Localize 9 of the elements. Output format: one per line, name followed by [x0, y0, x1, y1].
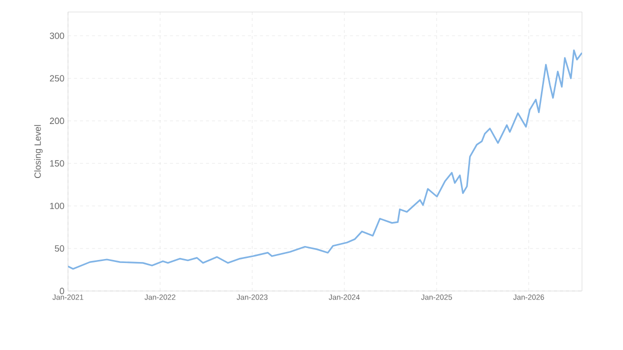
y-tick-label: 0 — [60, 288, 64, 294]
y-tick-label: 300 — [50, 32, 64, 39]
y-tick-label: 100 — [50, 202, 64, 210]
y-tick-label: 250 — [50, 75, 64, 82]
y-tick-label: 150 — [50, 160, 64, 167]
line-series — [68, 49, 582, 270]
y-tick-label: 50 — [54, 245, 64, 252]
y-tick-label: 200 — [50, 118, 64, 124]
y-axis-title: Closing Level — [34, 125, 43, 178]
